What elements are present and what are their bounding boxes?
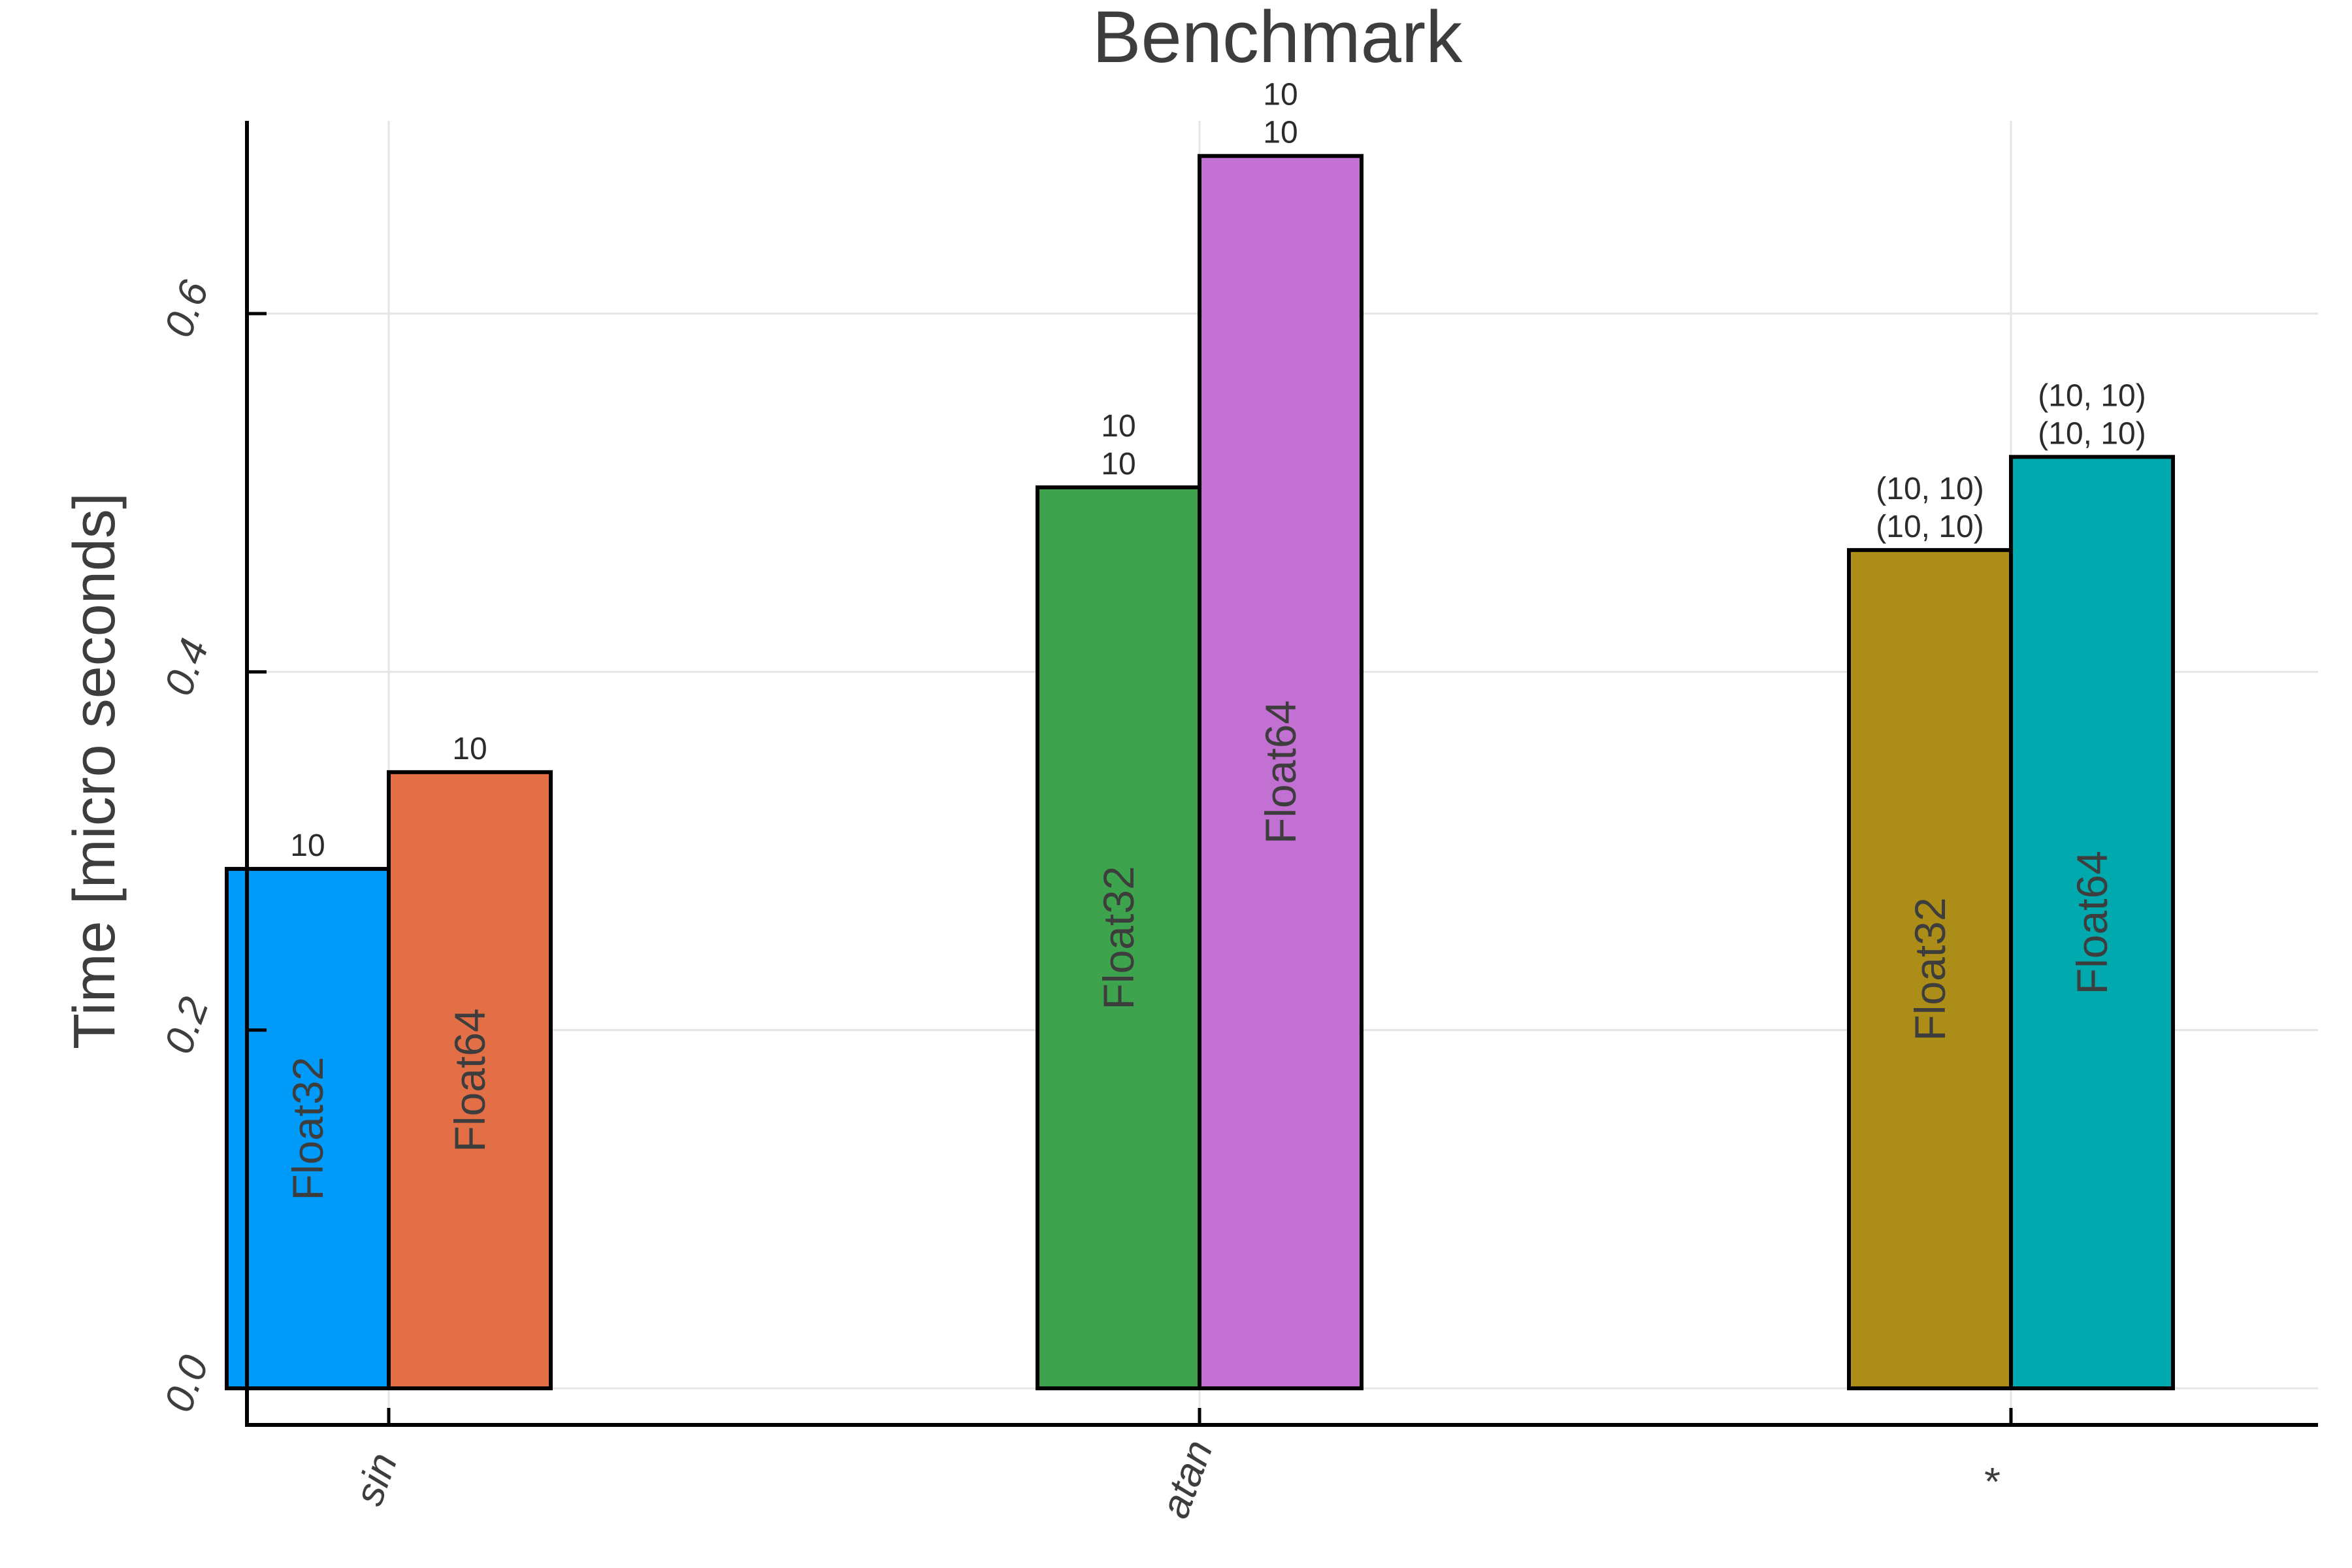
bar-annotation: 10 — [1101, 409, 1135, 444]
axes — [245, 121, 2318, 1427]
bar — [1036, 485, 1201, 1390]
bar-annotation: (10, 10) — [2038, 416, 2146, 451]
bar-label: Float32 — [1094, 866, 1143, 1009]
bar — [1198, 154, 1364, 1391]
y-tick-label: 0.4 — [156, 633, 218, 702]
y-tick-label: 0.6 — [156, 274, 218, 343]
y-tick-label: 0.2 — [156, 991, 218, 1060]
bar-annotation: (10, 10) — [1876, 510, 1984, 544]
x-tick-label: atan — [1152, 1434, 1222, 1524]
bar-label: Float32 — [284, 1056, 332, 1200]
x-tick-label: * — [1974, 1463, 2023, 1494]
x-tick-label: sin — [346, 1447, 406, 1511]
bar — [2009, 455, 2175, 1390]
y-tick-label: 0.0 — [156, 1350, 218, 1418]
bar-annotation: 10 — [290, 828, 325, 863]
bar-annotation: 10 — [1263, 78, 1298, 112]
y-axis-label: Time [micro seconds] — [62, 493, 127, 1049]
bar-label: Float32 — [1906, 897, 1954, 1041]
bar-label: Float64 — [2068, 851, 2116, 994]
bar-annotation: 10 — [452, 732, 487, 766]
bar-annotation: 10 — [1263, 116, 1298, 150]
bar — [1847, 547, 2013, 1390]
bar-label: Float64 — [446, 1008, 494, 1152]
bar-annotation: (10, 10) — [1876, 472, 1984, 506]
bar-annotation: 10 — [1101, 447, 1135, 482]
bar-label: Float64 — [1256, 700, 1305, 844]
bars: Float3210Float6410Float321010Float641010… — [225, 78, 2175, 1391]
bar — [387, 770, 553, 1391]
bar — [225, 866, 391, 1390]
chart-title: Benchmark — [1092, 0, 1463, 78]
bar-annotation: (10, 10) — [2038, 378, 2146, 413]
